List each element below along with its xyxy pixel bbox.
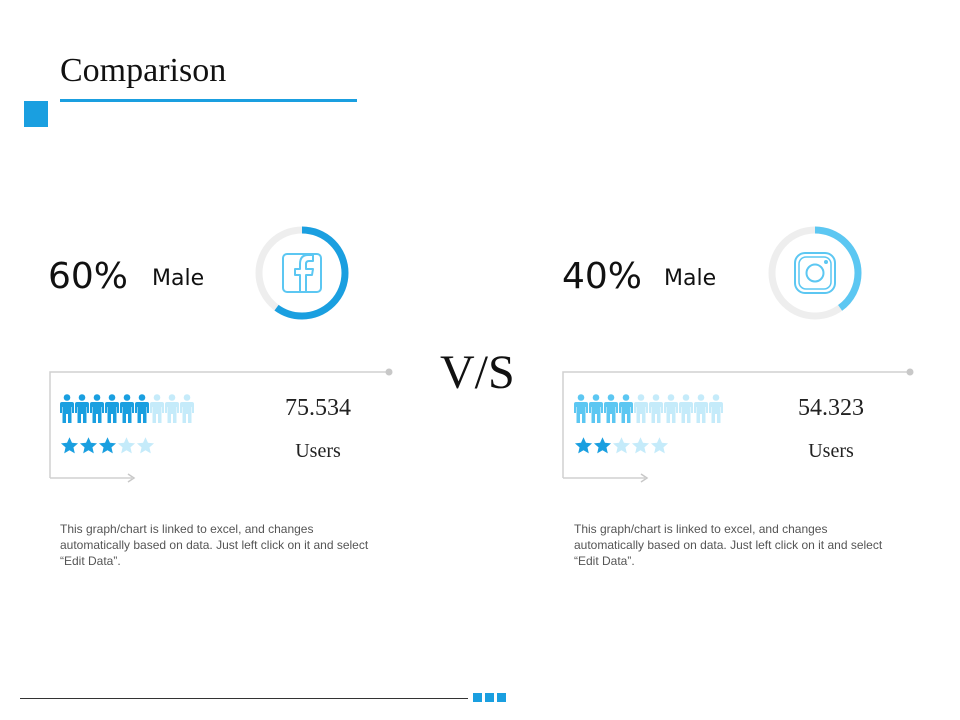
instagram-icon [794,252,836,294]
versus-label: V/S [440,346,515,399]
star-icon [612,437,631,454]
star-icon [650,437,669,454]
person-icon [619,394,633,423]
star-icon [574,437,593,454]
left-user-count: 75.534 [285,395,351,421]
right-note-text: This graph/chart is linked to excel, and… [574,522,883,568]
right-percentage-ring [768,226,862,320]
footer-square [497,693,506,702]
person-icon [135,394,149,423]
person-icon [75,394,89,423]
left-card-frame [49,368,393,483]
star-icon [593,437,612,454]
footer-square [473,693,482,702]
facebook-icon [282,253,322,293]
right-users-label: Users [808,440,854,462]
right-star-rating [574,436,669,455]
person-icon [90,394,104,423]
person-icon [105,394,119,423]
person-icon [150,394,164,423]
left-star-rating [60,436,155,455]
person-icon [709,394,723,423]
star-icon [631,437,650,454]
star-icon [79,437,98,454]
title-underline [60,99,357,102]
left-people-rating [60,394,194,424]
footer-square [485,693,494,702]
left-users-label: Users [295,440,341,462]
left-percentage: 60% [48,256,129,297]
right-gender-label: Male [664,266,717,291]
left-gender-label: Male [152,266,205,291]
person-icon [679,394,693,423]
left-note-text: This graph/chart is linked to excel, and… [60,522,369,568]
star-icon [98,437,117,454]
person-icon [604,394,618,423]
right-people-rating [574,394,723,424]
person-icon [694,394,708,423]
page-title: Comparison [60,52,227,89]
person-icon [634,394,648,423]
person-icon [649,394,663,423]
footer-line [20,698,468,699]
star-icon [136,437,155,454]
star-icon [117,437,136,454]
title-accent-square [24,101,48,127]
person-icon [60,394,74,423]
person-icon [664,394,678,423]
person-icon [120,394,134,423]
right-card-frame [562,368,914,483]
person-icon [180,394,194,423]
left-ring-progress [255,226,349,320]
right-percentage: 40% [562,256,643,297]
right-ring-progress [768,226,862,320]
star-icon [60,437,79,454]
person-icon [165,394,179,423]
person-icon [574,394,588,423]
person-icon [589,394,603,423]
right-user-count: 54.323 [798,395,864,421]
left-percentage-ring [255,226,349,320]
